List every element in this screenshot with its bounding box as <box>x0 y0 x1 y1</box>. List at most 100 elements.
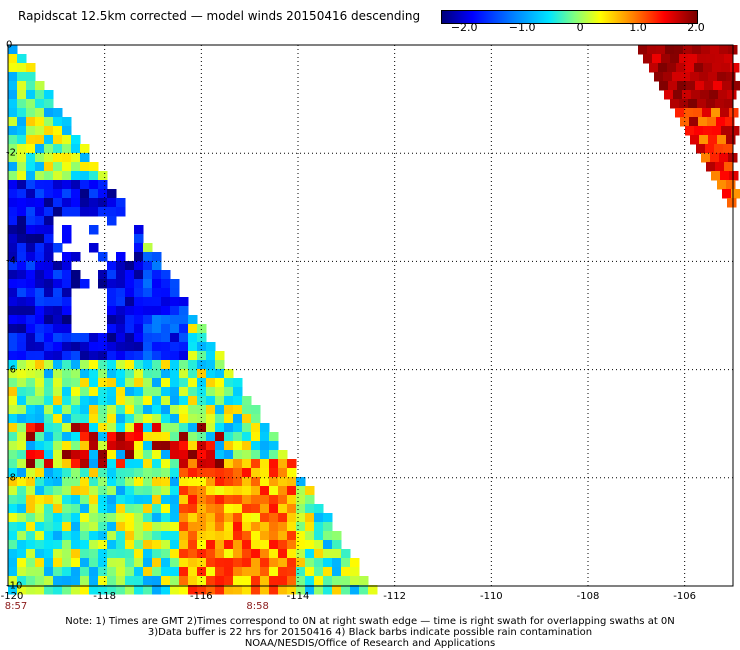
swath-cell <box>17 360 27 370</box>
swath-cell <box>71 513 81 523</box>
swath-cell <box>278 513 288 523</box>
swath-cell <box>206 522 216 532</box>
swath-cell <box>188 423 198 433</box>
swath-cell <box>699 135 709 145</box>
swath-cell <box>161 441 171 451</box>
swath-cell <box>26 270 36 280</box>
swath-cell <box>53 585 63 595</box>
swath-cell <box>8 558 18 568</box>
swath-cell <box>233 468 243 478</box>
swath-cell <box>26 108 36 118</box>
swath-cell <box>679 99 689 109</box>
swath-cell <box>8 297 18 307</box>
swath-cell <box>8 369 18 379</box>
swath-cell <box>125 540 135 550</box>
swath-cell <box>107 468 117 478</box>
swath-cell <box>260 540 270 550</box>
swath-cell <box>8 81 18 91</box>
swath-cell <box>98 486 108 496</box>
swath-cell <box>44 108 54 118</box>
swath-cell <box>44 468 54 478</box>
swath-cell <box>98 207 108 217</box>
swath-cell <box>251 576 261 586</box>
swath-cell <box>278 459 288 469</box>
swath-cell <box>682 90 692 100</box>
swath-cell <box>701 153 711 163</box>
swath-cell <box>71 459 81 469</box>
swath-cell <box>134 576 144 586</box>
swath-cell <box>62 351 72 361</box>
swath-cell <box>323 576 333 586</box>
swath-cell <box>726 135 736 145</box>
swath-cell <box>89 558 99 568</box>
swath-cell <box>689 117 699 127</box>
swath-cell <box>98 585 108 595</box>
swath-cell <box>116 522 126 532</box>
swath-cell <box>179 342 189 352</box>
swath-cell <box>269 450 279 460</box>
swath-cell <box>251 504 261 514</box>
swath-cell <box>8 324 18 334</box>
swath-cell <box>224 477 234 487</box>
swath-cell <box>161 270 171 280</box>
swath-cell <box>152 378 162 388</box>
swath-cell <box>278 585 288 595</box>
swath-cell <box>35 450 45 460</box>
swath-cell <box>17 477 27 487</box>
swath-cell <box>62 288 72 298</box>
swath-cell <box>17 558 27 568</box>
swath-cell <box>179 297 189 307</box>
swath-cell <box>80 450 90 460</box>
swath-cell <box>725 117 735 127</box>
swath-cell <box>89 243 99 253</box>
swath-cell <box>672 72 682 82</box>
swath-cell <box>17 126 27 136</box>
swath-cell <box>71 342 81 352</box>
swath-cell <box>224 450 234 460</box>
swath-cell <box>98 360 108 370</box>
swath-cell <box>152 333 162 343</box>
swath-cell <box>116 261 126 271</box>
swath-cell <box>98 342 108 352</box>
swath-cell <box>44 252 54 262</box>
swath-cell <box>206 432 216 442</box>
swath-cell <box>233 504 243 514</box>
swath-cell <box>44 423 54 433</box>
swath-cell <box>224 432 234 442</box>
swath-cell <box>62 333 72 343</box>
swath-cell <box>35 495 45 505</box>
swath-cell <box>80 342 90 352</box>
swath-cell <box>359 585 369 595</box>
swath-cell <box>107 450 117 460</box>
swath-cell <box>44 207 54 217</box>
swath-cell <box>35 180 45 190</box>
swath-cell <box>215 414 225 424</box>
swath-cell <box>143 585 153 595</box>
swath-cell <box>188 405 198 415</box>
swath-cell <box>341 558 351 568</box>
swath-cell <box>35 315 45 325</box>
swath-cell <box>152 459 162 469</box>
swath-cell <box>62 306 72 316</box>
swath-cell <box>26 216 36 226</box>
swath-cell <box>53 243 63 253</box>
swath-cell <box>107 585 117 595</box>
swath-cell <box>8 414 18 424</box>
swath-cell <box>125 288 135 298</box>
swath-cell <box>89 378 99 388</box>
swath-cell <box>98 414 108 424</box>
swath-cell <box>188 558 198 568</box>
swath-cell <box>107 324 117 334</box>
swath-cell <box>134 387 144 397</box>
swath-cell <box>134 351 144 361</box>
swath-cell <box>152 567 162 577</box>
swath-cell <box>44 360 54 370</box>
swath-cell <box>674 45 684 55</box>
swath-cell <box>278 576 288 586</box>
swath-cell <box>143 252 153 262</box>
swath-cell <box>89 504 99 514</box>
swath-cell <box>690 72 700 82</box>
swath-cell <box>17 315 27 325</box>
swath-cell <box>179 567 189 577</box>
